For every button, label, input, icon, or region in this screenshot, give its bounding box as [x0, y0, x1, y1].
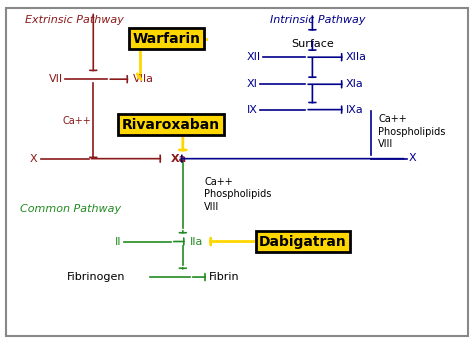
Text: Xa: Xa — [171, 154, 187, 164]
Text: XIa: XIa — [346, 79, 363, 89]
Text: Intrinsic Pathway: Intrinsic Pathway — [270, 15, 365, 25]
Text: Extrinsic Pathway: Extrinsic Pathway — [25, 15, 124, 25]
Text: Surface: Surface — [291, 39, 334, 49]
Text: II: II — [115, 237, 121, 247]
Text: Warfarin: Warfarin — [132, 32, 201, 46]
Text: X: X — [30, 154, 37, 164]
Text: X: X — [409, 153, 417, 163]
Text: XIIa: XIIa — [346, 52, 366, 62]
Text: Ca++: Ca++ — [63, 117, 91, 127]
Text: VII: VII — [48, 74, 63, 84]
Text: IXa: IXa — [346, 105, 363, 115]
Text: VIIa: VIIa — [133, 74, 155, 84]
Text: Common Pathway: Common Pathway — [20, 204, 121, 214]
Text: Fibrinogen: Fibrinogen — [67, 272, 126, 282]
Text: IIa: IIa — [190, 237, 203, 247]
Text: Rivaroxaban: Rivaroxaban — [122, 118, 220, 132]
Text: XI: XI — [246, 79, 257, 89]
Text: Fibrin: Fibrin — [209, 272, 239, 282]
Text: Ca++
Phospholipids
VIII: Ca++ Phospholipids VIII — [378, 114, 446, 149]
Text: XII: XII — [246, 52, 261, 62]
Text: Dabigatran: Dabigatran — [259, 235, 347, 249]
Text: IX: IX — [246, 105, 257, 115]
Text: Ca++
Phospholipids
VIII: Ca++ Phospholipids VIII — [204, 177, 272, 211]
FancyBboxPatch shape — [6, 8, 468, 336]
